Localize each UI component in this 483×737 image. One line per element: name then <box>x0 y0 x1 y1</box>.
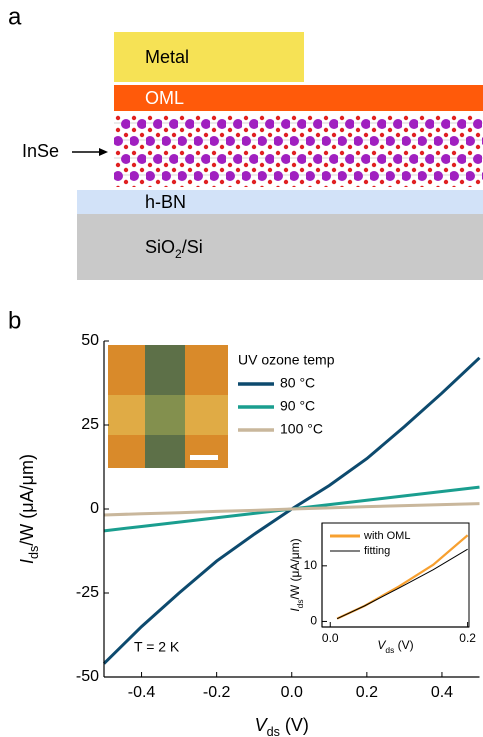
axis-label: Ids/W (μA/μm) <box>288 538 305 611</box>
axis-label-sub: ds <box>27 546 41 559</box>
x-tick-label: 0.4 <box>431 684 453 701</box>
axis-label: Vds (V) <box>255 715 309 737</box>
x-tick-label: 0.2 <box>356 684 378 701</box>
metal-layer <box>114 32 304 82</box>
figure: a Metal OML InSe h-BN SiO2/Si -50-250255… <box>0 0 483 737</box>
axis-label-text: /W (μA/μm) <box>17 454 37 546</box>
legend-label: with OML <box>363 530 410 542</box>
y-tick-label: 50 <box>81 332 99 349</box>
inse-label: InSe <box>22 141 59 161</box>
y-tick-label: -50 <box>76 668 99 685</box>
panel-label: a <box>8 3 22 30</box>
hbn-layer <box>77 190 483 214</box>
legend-label: 90 °C <box>280 398 315 414</box>
metal-label: Metal <box>145 47 189 67</box>
x-tick-label: 0.0 <box>281 684 303 701</box>
x-tick-label: -0.4 <box>128 684 156 701</box>
axis-label-text: (V) <box>280 715 309 735</box>
x-tick-label: -0.2 <box>203 684 231 701</box>
legend-title: UV ozone temp <box>238 352 335 368</box>
axis-label: Ids/W (μA/μm) <box>17 454 42 564</box>
legend-label: fitting <box>364 545 390 557</box>
axis-label-text: (V) <box>394 638 413 652</box>
y-tick-label: 10 <box>304 558 318 572</box>
axis-label-sub: ds <box>267 725 280 737</box>
y-tick-label: 25 <box>81 416 99 433</box>
axis-label-sub: ds <box>385 645 394 655</box>
annotation: T = 2 K <box>134 639 180 655</box>
arrow-head <box>99 148 108 156</box>
substrate-layer <box>77 214 483 280</box>
series-line <box>104 504 480 515</box>
x-tick-label: 0.2 <box>459 631 476 645</box>
optical-image <box>108 345 228 468</box>
legend-label: 100 °C <box>280 421 323 437</box>
axis-label-sub: ds <box>295 599 305 608</box>
axis-label-text: /W (μA/μm) <box>288 538 302 599</box>
substrate-text: /Si <box>182 237 203 257</box>
y-tick-label: 0 <box>310 614 317 628</box>
legend-label: 80 °C <box>280 375 315 391</box>
x-tick-label: 0.0 <box>322 631 339 645</box>
y-tick-label: -25 <box>76 584 99 601</box>
panel-label: b <box>8 307 21 334</box>
hbn-label: h-BN <box>145 192 186 212</box>
y-tick-label: 0 <box>90 500 99 517</box>
oml-label: OML <box>145 88 184 108</box>
inse-layer <box>114 115 483 187</box>
substrate-text: SiO <box>145 237 175 257</box>
axis-label: Vds (V) <box>377 638 413 655</box>
